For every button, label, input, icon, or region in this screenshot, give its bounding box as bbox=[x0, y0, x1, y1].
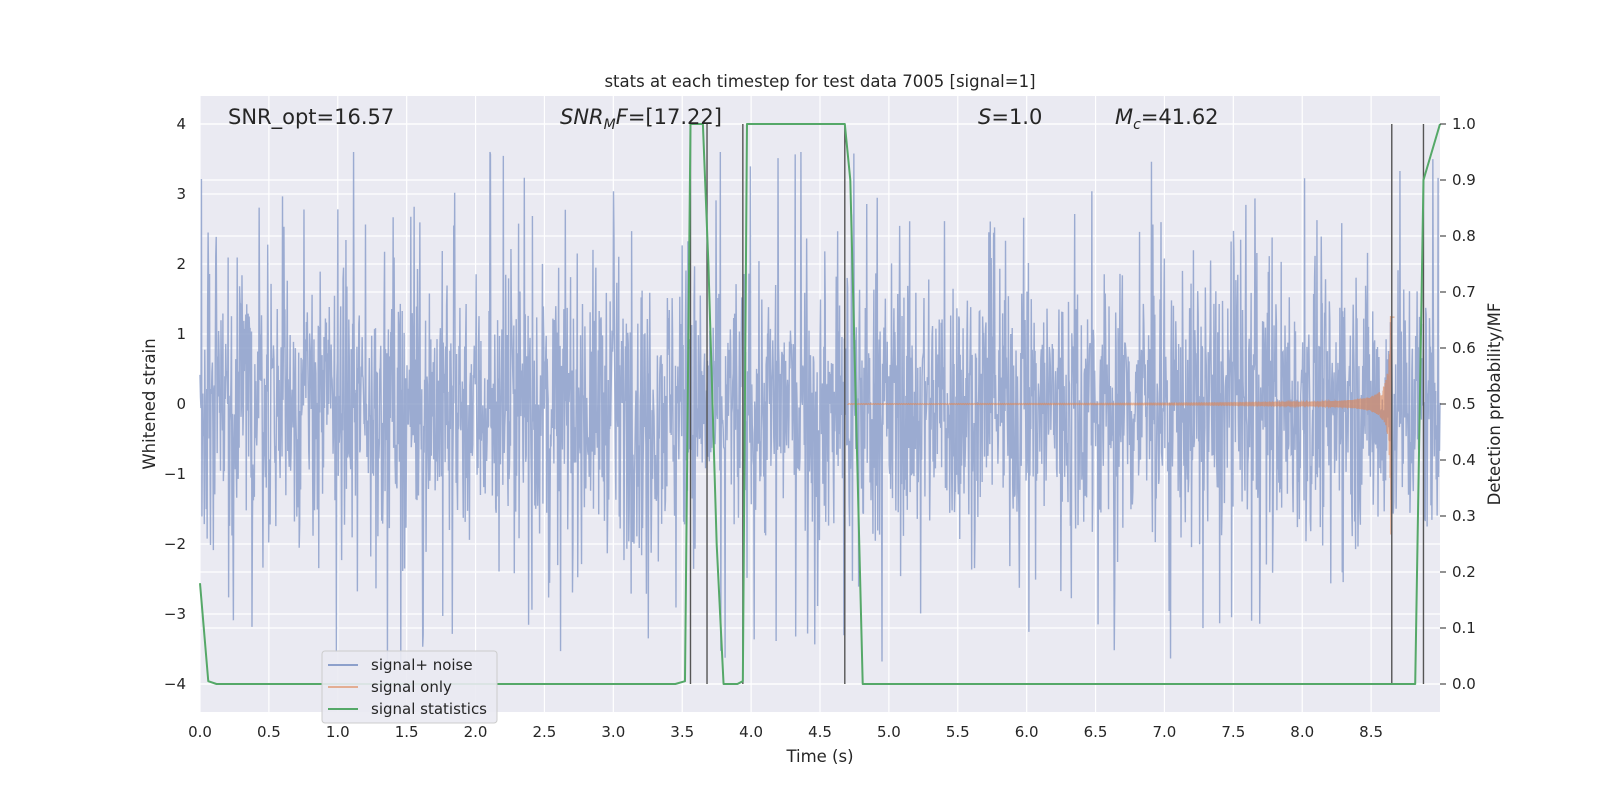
y-tick-label-left: 2 bbox=[176, 255, 186, 273]
y-tick-label-left: −1 bbox=[164, 465, 186, 483]
x-tick-label: 1.0 bbox=[326, 723, 350, 741]
x-tick-label: 1.5 bbox=[395, 723, 419, 741]
x-tick-label: 5.0 bbox=[877, 723, 901, 741]
annotation-snr-opt: SNR_opt=16.57 bbox=[228, 105, 394, 130]
x-axis-label: Time (s) bbox=[785, 747, 853, 766]
x-tick-label: 6.5 bbox=[1084, 723, 1108, 741]
y-axis-label-left: Whitened strain bbox=[140, 338, 159, 469]
y-tick-label-right: 0.6 bbox=[1452, 339, 1476, 357]
legend: signal+ noise signal only signal statist… bbox=[321, 650, 498, 724]
series-signal-statistics bbox=[199, 123, 1441, 685]
x-tick-label: 8.5 bbox=[1359, 723, 1383, 741]
y-tick-label-right: 0.0 bbox=[1452, 675, 1476, 693]
x-tick-label: 0.0 bbox=[188, 723, 212, 741]
y-tick-label-right: 1.0 bbox=[1452, 115, 1476, 133]
x-tick-label: 0.5 bbox=[257, 723, 281, 741]
x-tick-label: 4.0 bbox=[739, 723, 763, 741]
y-ticks-right: 0.0 0.1 0.2 0.3 0.4 0.5 0.6 0.7 0.8 0.9 1.0 bbox=[1440, 115, 1476, 693]
x-tick-label: 4.5 bbox=[808, 723, 832, 741]
annotation-s: S=1.0 bbox=[978, 105, 1042, 129]
x-tick-label: 3.0 bbox=[601, 723, 625, 741]
x-tick-label: 8.0 bbox=[1290, 723, 1314, 741]
legend-label-signal-only: signal only bbox=[371, 678, 452, 696]
y-tick-label-left: −3 bbox=[164, 605, 186, 623]
y-tick-label-left: −2 bbox=[164, 535, 186, 553]
x-tick-label: 3.5 bbox=[670, 723, 694, 741]
legend-box bbox=[321, 650, 498, 724]
series-signal-noise bbox=[199, 151, 1441, 663]
annotation-mc: Mc=41.62 bbox=[1115, 105, 1219, 133]
annotation-snr-mf: SNRMF=[17.22] bbox=[560, 105, 722, 133]
y-tick-label-left: 3 bbox=[176, 185, 186, 203]
y-tick-label-left: 1 bbox=[176, 325, 186, 343]
y-tick-label-right: 0.9 bbox=[1452, 171, 1476, 189]
y-tick-label-right: 0.5 bbox=[1452, 395, 1476, 413]
y-ticks-left: −4 −3 −2 −1 0 1 2 3 4 bbox=[164, 115, 186, 693]
signal-line bbox=[847, 316, 1395, 535]
legend-label-signal-statistics: signal statistics bbox=[371, 700, 487, 718]
vertical-lines bbox=[689, 124, 1425, 684]
y-tick-label-right: 0.3 bbox=[1452, 507, 1476, 525]
y-tick-label-left: 0 bbox=[176, 395, 186, 413]
x-tick-label: 7.5 bbox=[1221, 723, 1245, 741]
y-axis-label-right: Detection probability/MF bbox=[1485, 303, 1504, 506]
y-tick-label-left: −4 bbox=[164, 675, 186, 693]
x-tick-label: 7.0 bbox=[1153, 723, 1177, 741]
y-tick-label-right: 0.4 bbox=[1452, 451, 1476, 469]
x-tick-label: 6.0 bbox=[1015, 723, 1039, 741]
legend-label-signal-noise: signal+ noise bbox=[371, 656, 473, 674]
x-tick-label: 5.5 bbox=[946, 723, 970, 741]
noise-line bbox=[199, 151, 1441, 663]
signal-statistics-line bbox=[199, 123, 1441, 685]
y-tick-label-left: 4 bbox=[176, 115, 186, 133]
chart-title: stats at each timestep for test data 700… bbox=[604, 72, 1035, 91]
y-tick-label-right: 0.8 bbox=[1452, 227, 1476, 245]
x-tick-label: 2.0 bbox=[464, 723, 488, 741]
y-tick-label-right: 0.1 bbox=[1452, 619, 1476, 637]
y-tick-label-right: 0.7 bbox=[1452, 283, 1476, 301]
y-tick-label-right: 0.2 bbox=[1452, 563, 1476, 581]
x-tick-label: 2.5 bbox=[533, 723, 557, 741]
x-ticks: 0.0 0.5 1.0 1.5 2.0 2.5 3.0 3.5 4.0 4.5 5.0 5.5 6.0 6… bbox=[188, 723, 1383, 741]
series-signal-only bbox=[847, 316, 1395, 535]
